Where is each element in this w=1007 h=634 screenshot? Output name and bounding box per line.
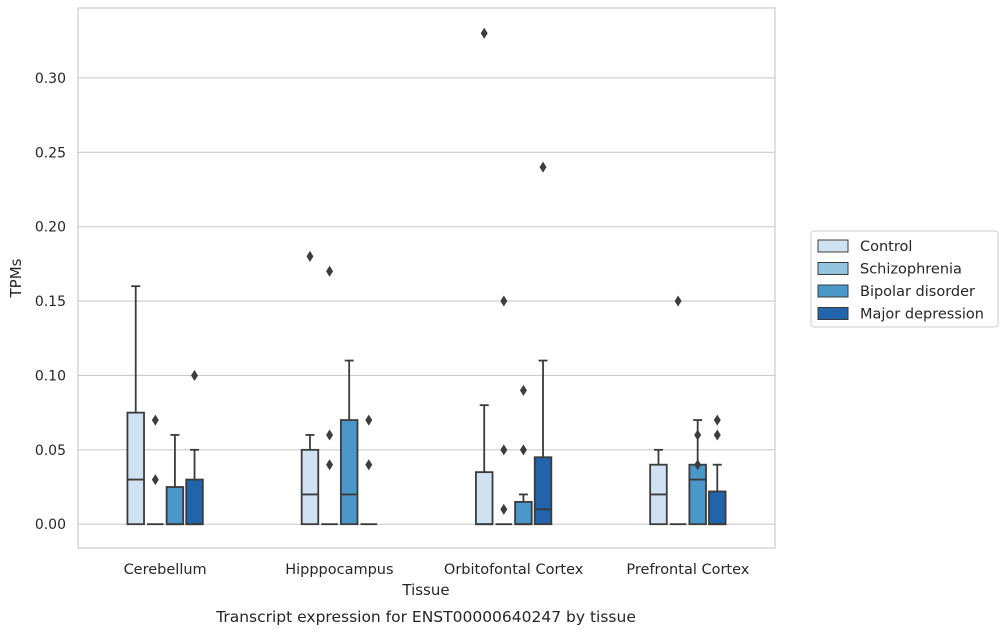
outlier-point (713, 429, 721, 441)
box-iqr (185, 478, 204, 526)
box-iqr (533, 456, 553, 526)
box-iqr (165, 486, 185, 526)
x-tick-label: Cerebellum (124, 562, 207, 578)
outlier-point (500, 444, 508, 456)
box (533, 161, 553, 526)
box-iqr (688, 463, 707, 526)
box-plot-series (126, 27, 727, 526)
series-schizophrenia (147, 265, 687, 526)
y-tick-label: 0.05 (35, 443, 66, 459)
legend-swatch (817, 307, 849, 320)
legend: Control Schizophrenia Bipolar disorder Majo… (810, 230, 999, 328)
box (300, 250, 320, 526)
y-tick-label: 0.00 (35, 517, 66, 533)
grid-lines (78, 77, 775, 525)
outlier-point (326, 265, 334, 277)
x-tick-label: Prefrontal Cortex (626, 562, 749, 578)
legend-label: Schizophrenia (860, 262, 962, 278)
outlier-point (326, 459, 334, 471)
box-iqr (514, 500, 533, 526)
outlier-point (713, 414, 721, 426)
x-axis-ticks: Cerebellum Hipppocampus Orbitofontal Corte… (124, 562, 750, 578)
box-iqr (126, 411, 145, 526)
box (688, 419, 707, 526)
legend-item: Bipolar disorder (817, 284, 975, 300)
box (495, 295, 513, 526)
legend-item: Schizophrenia (817, 262, 962, 278)
outlier-point (539, 161, 547, 173)
outlier-point (191, 369, 199, 381)
box (126, 285, 145, 526)
box-iqr (300, 448, 320, 526)
box (649, 448, 668, 526)
legend-label: Bipolar disorder (860, 284, 975, 300)
outlier-point (151, 414, 159, 426)
outlier-point (674, 295, 682, 307)
legend-swatch (817, 262, 849, 275)
outlier-point (151, 474, 159, 486)
legend-swatch (817, 284, 849, 298)
box (339, 359, 359, 526)
legend-label: Major depression (860, 307, 984, 323)
legend-frame (810, 230, 999, 328)
outlier-point (694, 429, 702, 441)
box (514, 384, 533, 526)
box (669, 295, 687, 526)
box (147, 414, 164, 526)
x-axis-label: Tissue (401, 581, 449, 599)
y-axis-label: TPMs (7, 258, 25, 298)
box-iqr (339, 419, 359, 526)
outlier-point (519, 444, 527, 456)
legend-swatch (817, 239, 849, 253)
outlier-point (519, 384, 527, 396)
outlier-point (500, 295, 508, 307)
y-tick-label: 0.25 (35, 145, 66, 161)
outlier-point (365, 414, 373, 426)
x-tick-label: Hipppocampus (285, 562, 393, 578)
y-tick-label: 0.20 (35, 220, 66, 236)
box-iqr (475, 471, 494, 526)
box (165, 434, 185, 526)
y-axis-ticks: 0.00 0.05 0.10 0.15 0.20 0.25 0.30 (35, 71, 66, 533)
outlier-point (480, 27, 488, 39)
box (475, 27, 494, 526)
box (321, 265, 338, 526)
box (360, 414, 378, 526)
y-tick-label: 0.30 (35, 71, 66, 87)
box (708, 414, 727, 526)
outlier-point (326, 429, 334, 441)
chart-title: Transcript expression for ENST0000064024… (215, 608, 636, 626)
outlier-point (306, 250, 314, 262)
legend-label: Control (860, 239, 912, 255)
outlier-point (694, 459, 702, 471)
x-tick-label: Orbitofontal Cortex (444, 562, 584, 578)
series-control (126, 27, 668, 526)
box-iqr (708, 490, 727, 526)
y-tick-label: 0.15 (35, 294, 66, 310)
plot-frame (77, 7, 776, 549)
outlier-point (500, 503, 508, 515)
legend-item: Major depression (817, 307, 984, 323)
series-major-depression (185, 161, 727, 526)
series-bipolar-disorder (165, 359, 707, 526)
legend-item: Control (817, 239, 912, 255)
outlier-point (365, 459, 373, 471)
box (185, 369, 204, 526)
y-tick-label: 0.10 (35, 368, 66, 384)
